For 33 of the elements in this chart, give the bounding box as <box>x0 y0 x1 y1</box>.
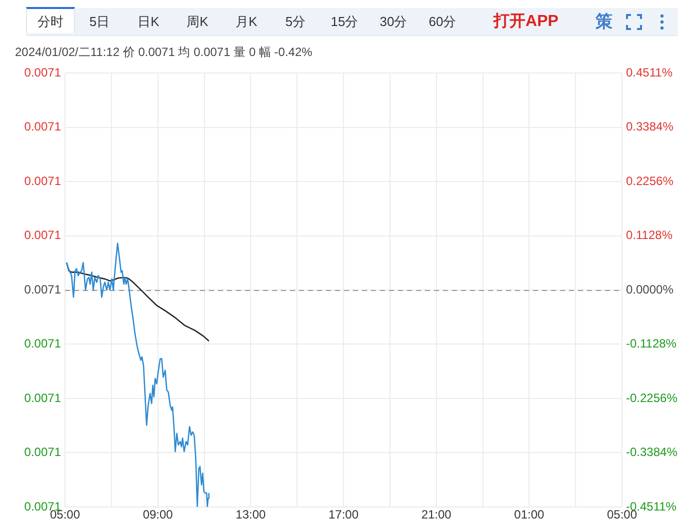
x-tick-label: 13:00 <box>236 508 266 521</box>
x-tick-label: 01:00 <box>514 508 545 521</box>
y2-tick-label: -0.1128% <box>626 336 677 351</box>
x-tick-label: 09:00 <box>142 508 174 521</box>
text: 5日 <box>88 13 111 31</box>
text: 日K <box>136 13 160 31</box>
y-tick-label: 0.0071 <box>24 65 62 80</box>
x-tick-label: 17:00 <box>328 508 359 521</box>
y-tick-label: 0.0071 <box>24 228 62 242</box>
y-tick-label: 0.0071 <box>24 282 62 296</box>
y-tick-label: 0.0071 <box>24 174 62 188</box>
text: 15分 <box>330 13 360 31</box>
text: 打开APP <box>492 12 560 32</box>
text: 周K <box>186 13 210 31</box>
y-tick-label: 0.0071 <box>24 445 62 460</box>
y2-tick-label: 0.2256% <box>626 174 674 188</box>
y2-tick-label: 0.0000% <box>626 282 674 296</box>
text: 分时 <box>26 7 75 33</box>
text: 60分 <box>428 13 458 31</box>
y-tick-label: 0.0071 <box>24 390 62 405</box>
y-tick-label: 0.0071 <box>24 120 62 134</box>
text: 月K <box>234 13 258 31</box>
y2-tick-label: 0.4511% <box>626 65 673 80</box>
y2-tick-label: -0.2256% <box>626 390 678 405</box>
x-tick-label: 21:00 <box>421 508 452 521</box>
y-tick-label: 0.0071 <box>24 336 62 351</box>
chart-subtitle: 2024/01/02/二11:12 价 0.0071 均 0.0071 量 0 幅 -0.42% <box>15 44 312 61</box>
y2-tick-label: 0.1128% <box>626 228 673 242</box>
text: 30分 <box>378 13 408 31</box>
y2-tick-label: -0.3384% <box>626 445 678 460</box>
text: 策 <box>594 11 614 33</box>
y2-tick-label: 0.3384% <box>626 120 674 134</box>
text: 5分 <box>284 13 307 31</box>
